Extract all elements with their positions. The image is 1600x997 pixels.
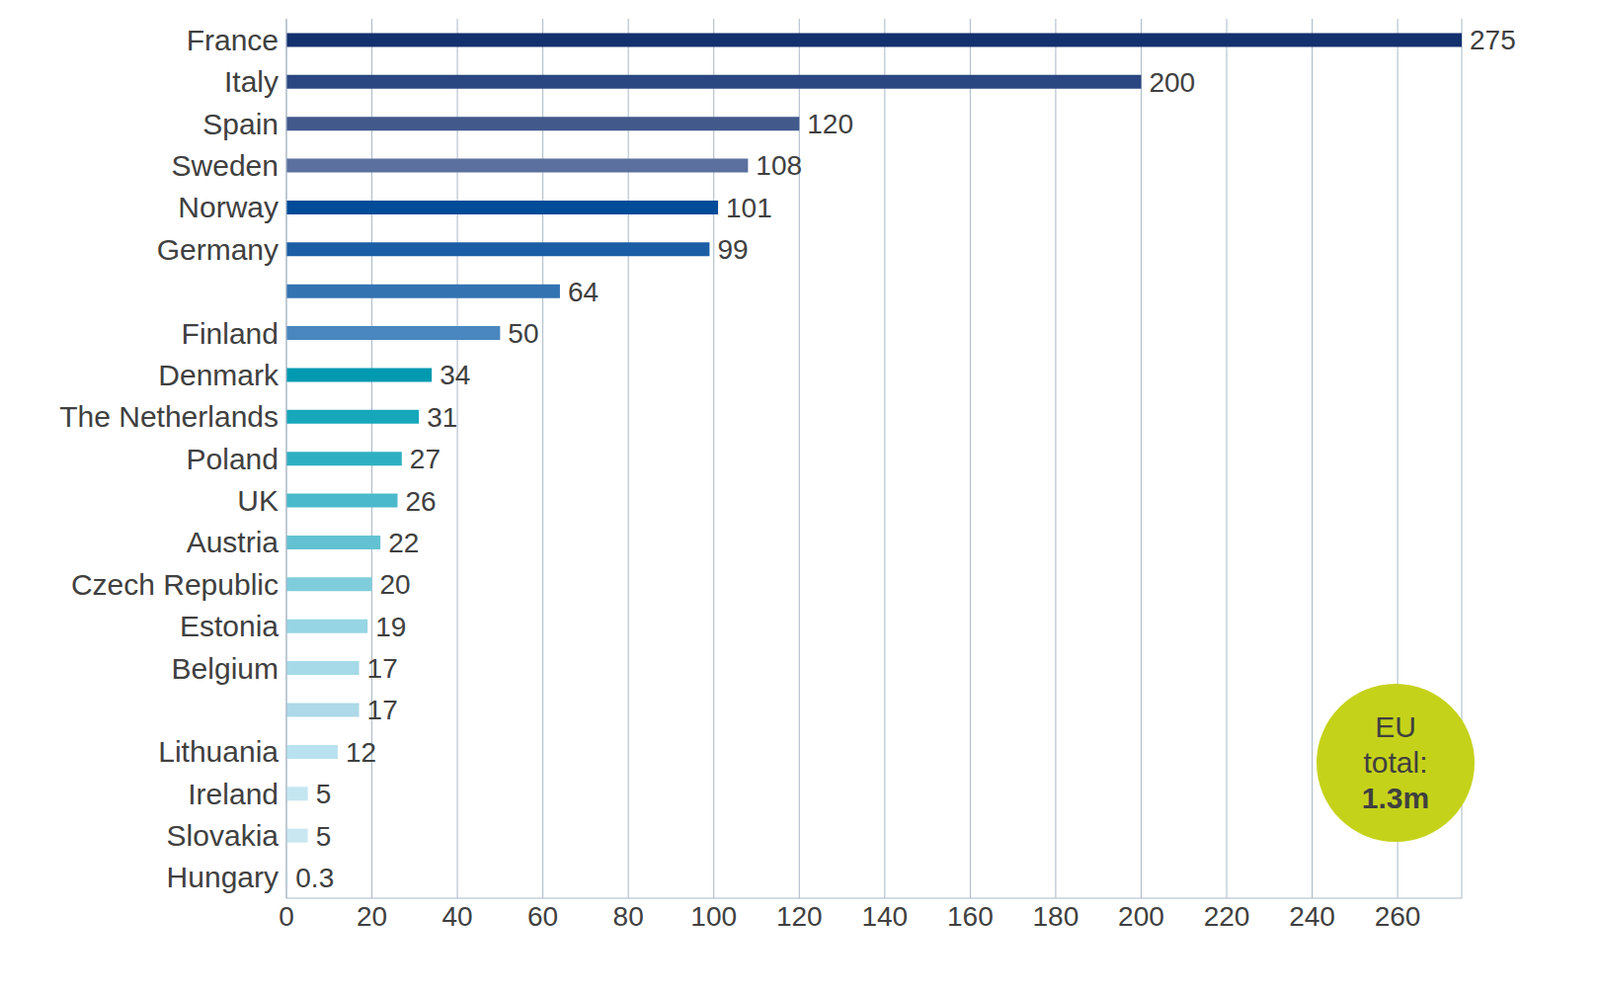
svg-text:34: 34	[439, 359, 471, 391]
svg-text:12: 12	[345, 736, 377, 768]
svg-text:240: 240	[1288, 900, 1336, 932]
svg-text:Norway: Norway	[177, 190, 279, 224]
svg-text:60: 60	[527, 900, 559, 932]
svg-text:UK: UK	[237, 483, 279, 517]
svg-text:France: France	[186, 23, 279, 57]
svg-text:5: 5	[316, 820, 332, 852]
html-text:1.3m: 1.3m	[1361, 781, 1430, 814]
svg-text:40: 40	[442, 900, 474, 932]
svg-text:5: 5	[316, 778, 332, 809]
svg-text:26: 26	[405, 485, 437, 517]
svg-text:50: 50	[507, 318, 539, 349]
html-text:EU: EU	[1375, 710, 1417, 743]
svg-text:20: 20	[380, 568, 411, 600]
svg-text:17: 17	[367, 694, 399, 725]
svg-text:64: 64	[567, 276, 599, 308]
svg-text:120: 120	[776, 900, 823, 932]
svg-text:Lithuania: Lithuania	[158, 734, 279, 768]
svg-text:Belgium: Belgium	[171, 651, 279, 685]
svg-text:31: 31	[426, 401, 458, 433]
svg-text:100: 100	[690, 900, 737, 932]
html-text:total:: total:	[1363, 745, 1428, 779]
svg-text:27: 27	[409, 443, 441, 475]
svg-text:Finland: Finland	[181, 317, 279, 350]
svg-text:Spain: Spain	[202, 107, 279, 141]
svg-text:17: 17	[367, 652, 399, 684]
svg-text:Estonia: Estonia	[179, 609, 279, 642]
svg-text:Ireland: Ireland	[187, 777, 279, 810]
svg-text:80: 80	[613, 900, 644, 932]
svg-text:Denmark: Denmark	[158, 358, 280, 392]
svg-text:200: 200	[1118, 900, 1165, 932]
svg-text:275: 275	[1469, 24, 1517, 56]
svg-text:101: 101	[725, 192, 773, 224]
svg-text:220: 220	[1203, 900, 1251, 932]
svg-text:260: 260	[1374, 900, 1422, 932]
svg-text:Sweden: Sweden	[171, 149, 279, 182]
svg-text:120: 120	[806, 108, 854, 140]
svg-text:0: 0	[278, 900, 295, 932]
svg-text:Austria: Austria	[186, 525, 280, 559]
svg-text:Hungary: Hungary	[166, 860, 279, 893]
svg-text:20: 20	[356, 900, 388, 932]
svg-text:Poland: Poland	[186, 442, 279, 476]
svg-text:Slovakia: Slovakia	[166, 818, 280, 852]
svg-text:Italy: Italy	[224, 65, 279, 98]
svg-text:180: 180	[1033, 900, 1080, 932]
svg-text:108: 108	[755, 150, 802, 181]
svg-text:22: 22	[388, 527, 419, 559]
svg-text:140: 140	[861, 900, 908, 932]
svg-text:Czech Republic: Czech Republic	[71, 567, 279, 601]
svg-text:Germany: Germany	[157, 233, 279, 266]
svg-text:0.3: 0.3	[295, 862, 334, 893]
svg-text:19: 19	[375, 611, 406, 642]
svg-text:200: 200	[1148, 67, 1196, 98]
svg-text:The Netherlands: The Netherlands	[59, 400, 279, 433]
svg-text:160: 160	[947, 900, 994, 932]
svg-text:99: 99	[717, 234, 748, 265]
